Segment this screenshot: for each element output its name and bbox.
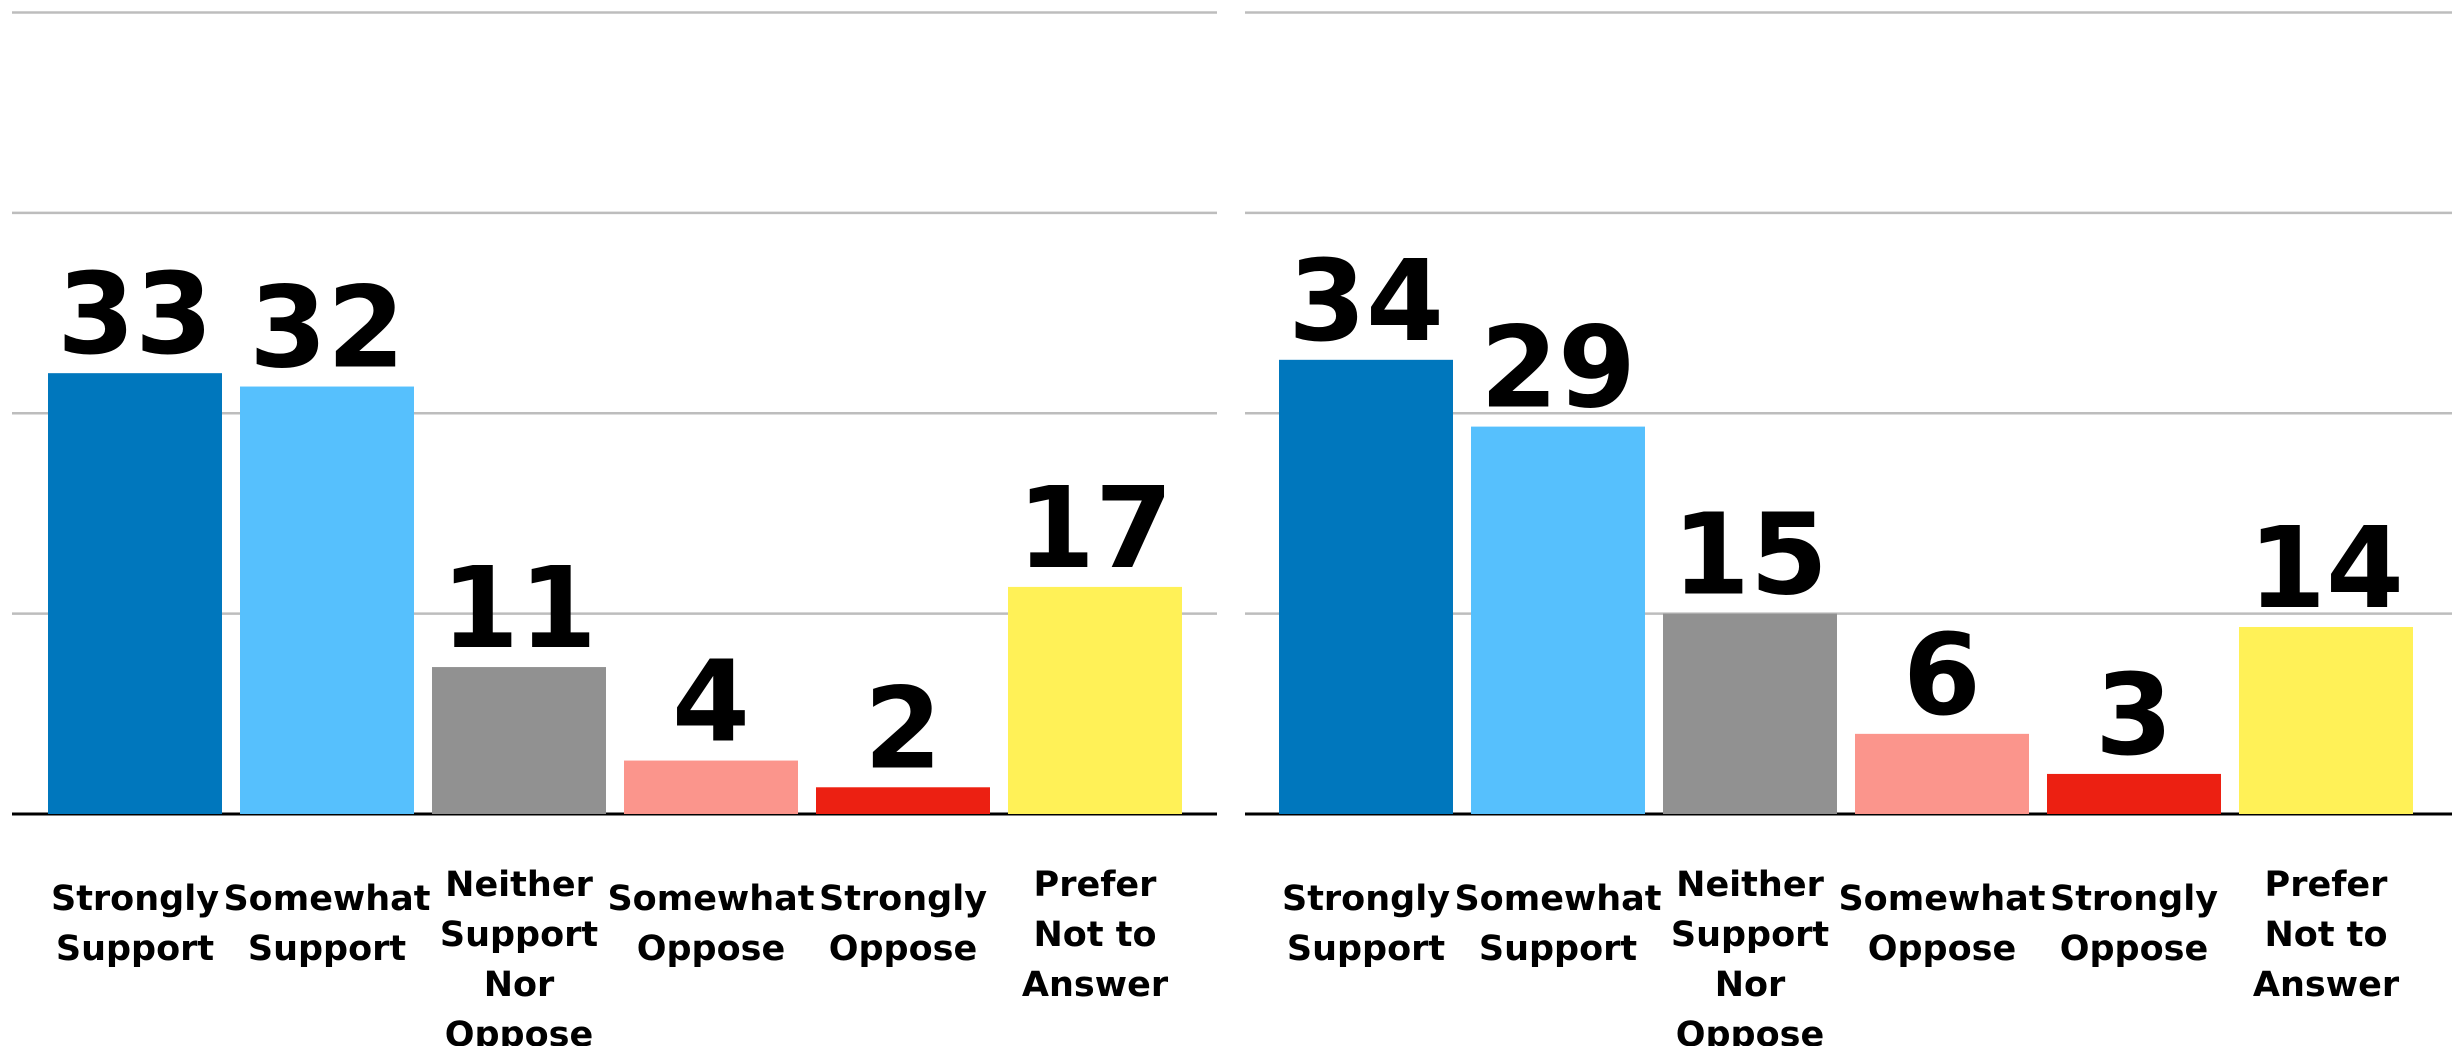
bar	[624, 760, 798, 814]
bar-chart: 33 Strongly Support 32 Somewhat Support 11 Neit…	[12, 11, 1217, 1046]
bar	[1008, 586, 1182, 814]
value-label: 14	[2248, 504, 2404, 634]
category-label: Somewhat Oppose	[607, 879, 814, 969]
value-label: 3	[2095, 651, 2173, 781]
value-label: 32	[249, 264, 405, 394]
category-label: Prefer Not to Answer	[2253, 865, 2400, 1005]
category-label: Somewhat Oppose	[1838, 879, 2045, 969]
category-label: Somewhat Support	[223, 879, 430, 969]
category-label: Strongly Oppose	[2050, 879, 2218, 969]
value-label: 4	[672, 638, 750, 768]
bar	[816, 787, 990, 814]
value-label: 6	[1903, 611, 1981, 741]
bar	[1279, 359, 1453, 814]
bar	[432, 667, 606, 814]
bar	[48, 373, 222, 814]
value-label: 29	[1480, 304, 1636, 434]
bar	[240, 386, 414, 814]
value-label: 34	[1288, 237, 1444, 367]
bar	[1471, 426, 1645, 814]
category-label: Prefer Not to Answer	[1022, 865, 1169, 1005]
bar	[2239, 626, 2413, 814]
value-label: 17	[1017, 464, 1173, 594]
category-label: Strongly Support	[1282, 879, 1450, 969]
category-label: Strongly Support	[51, 879, 219, 969]
category-label: Neither Support Nor Oppose	[1671, 865, 1829, 1046]
bar	[1855, 733, 2029, 814]
bar	[2047, 773, 2221, 814]
value-label: 15	[1672, 491, 1828, 621]
bar-chart: 34 Strongly Support 29 Somewhat Support 15 Neit…	[1245, 11, 2452, 1046]
category-label: Somewhat Support	[1454, 879, 1661, 969]
value-label: 2	[864, 664, 942, 794]
bar	[1663, 613, 1837, 814]
value-label: 33	[57, 250, 213, 380]
category-label: Strongly Oppose	[819, 879, 987, 969]
category-label: Neither Support Nor Oppose	[440, 865, 598, 1046]
value-label: 11	[441, 544, 597, 674]
